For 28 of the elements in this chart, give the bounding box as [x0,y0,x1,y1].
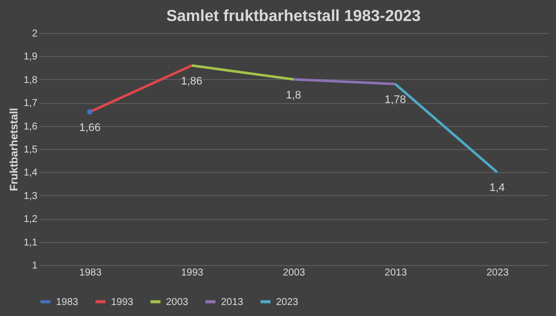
y-tick-label: 1,6 [24,121,38,132]
annotation: 1,86 [180,75,202,88]
y-tick-label: 1 [32,260,38,272]
annotation: 1,78 [384,94,406,106]
chart-title: Samlet fruktbarhetstall 1983-2023 [166,8,421,25]
y-tick-label: 1,8 [24,74,38,86]
annotation: 1,66 [79,122,101,134]
y-tick-label: 1,7 [24,98,38,110]
annotation: 1,8 [286,89,302,102]
y-tick-label: 1,1 [24,237,38,248]
y-tick-label: 1,3 [24,190,38,202]
x-tick-label: 2013 [384,268,408,278]
x-tick-label: 2003 [282,268,306,278]
annotation: 1,4 [489,182,505,194]
legend-label: 1983 [56,296,79,308]
x-tick-label: 2023 [486,268,510,278]
legend-label: 2023 [276,296,299,308]
y-tick-label: 1,5 [24,144,38,156]
x-tick-label: 1983 [79,268,102,278]
legend-label: 2013 [221,296,244,308]
y-tick-label: 1,9 [24,52,38,63]
legend-label: 2003 [166,296,189,308]
legend-label: 1993 [111,296,134,308]
y-axis-title: Fruktbarhetstall [8,108,21,192]
y-tick-label: 2 [32,28,38,40]
y-tick-label: 1,2 [24,214,38,226]
y-tick-label: 1,4 [24,168,38,179]
x-tick-label: 1993 [181,268,204,278]
